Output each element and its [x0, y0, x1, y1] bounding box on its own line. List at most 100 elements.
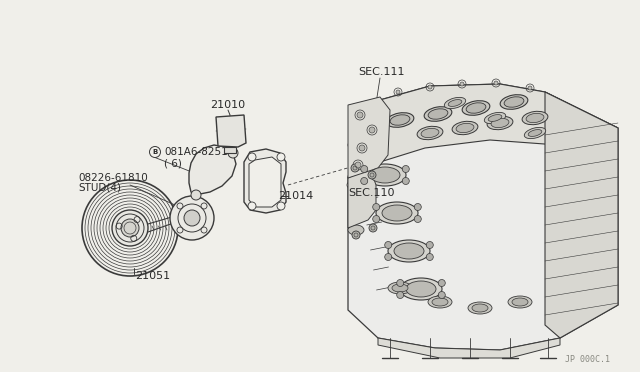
- Circle shape: [372, 215, 380, 222]
- Circle shape: [191, 190, 201, 200]
- Circle shape: [397, 292, 404, 298]
- Text: STUD(4): STUD(4): [78, 183, 121, 193]
- Ellipse shape: [350, 115, 366, 125]
- Ellipse shape: [488, 115, 502, 121]
- Circle shape: [248, 153, 256, 161]
- Ellipse shape: [390, 115, 410, 125]
- Ellipse shape: [376, 202, 418, 224]
- Ellipse shape: [466, 103, 486, 113]
- Ellipse shape: [424, 107, 452, 121]
- Ellipse shape: [348, 140, 364, 150]
- Circle shape: [361, 177, 368, 185]
- Ellipse shape: [392, 284, 408, 292]
- Circle shape: [369, 127, 375, 133]
- Circle shape: [228, 148, 238, 158]
- Text: JP 000C.1: JP 000C.1: [565, 356, 610, 365]
- Circle shape: [361, 166, 368, 173]
- Text: 21051: 21051: [135, 271, 170, 281]
- Polygon shape: [348, 84, 618, 350]
- Polygon shape: [545, 92, 618, 338]
- Circle shape: [351, 164, 359, 172]
- Text: B: B: [152, 149, 157, 155]
- Text: 21014: 21014: [278, 191, 313, 201]
- Circle shape: [170, 196, 214, 240]
- Circle shape: [184, 210, 200, 226]
- Ellipse shape: [512, 298, 528, 306]
- Ellipse shape: [528, 129, 542, 137]
- Ellipse shape: [504, 97, 524, 107]
- Circle shape: [494, 81, 498, 85]
- Circle shape: [460, 82, 464, 86]
- Circle shape: [355, 162, 361, 168]
- Ellipse shape: [400, 278, 442, 300]
- Ellipse shape: [406, 281, 436, 297]
- Circle shape: [396, 90, 400, 94]
- Circle shape: [359, 145, 365, 151]
- Circle shape: [426, 241, 433, 248]
- Circle shape: [357, 112, 363, 118]
- Circle shape: [438, 279, 445, 286]
- Ellipse shape: [462, 101, 490, 115]
- Ellipse shape: [417, 126, 443, 140]
- Ellipse shape: [487, 116, 513, 130]
- Circle shape: [414, 203, 421, 211]
- Text: 21010: 21010: [211, 100, 246, 110]
- Text: SEC.111: SEC.111: [358, 67, 404, 77]
- Ellipse shape: [432, 298, 448, 306]
- Circle shape: [426, 253, 433, 260]
- Polygon shape: [348, 168, 376, 228]
- Ellipse shape: [421, 128, 439, 138]
- Polygon shape: [348, 97, 390, 178]
- Circle shape: [368, 171, 376, 179]
- Polygon shape: [216, 115, 246, 147]
- Circle shape: [528, 86, 532, 90]
- Circle shape: [385, 253, 392, 260]
- Ellipse shape: [484, 112, 506, 124]
- Ellipse shape: [382, 205, 412, 221]
- Ellipse shape: [347, 180, 363, 190]
- Ellipse shape: [388, 240, 430, 262]
- Circle shape: [248, 202, 256, 210]
- Polygon shape: [244, 149, 286, 213]
- Ellipse shape: [444, 97, 466, 109]
- Text: ( 6): ( 6): [164, 158, 182, 168]
- Circle shape: [369, 224, 377, 232]
- Ellipse shape: [394, 243, 424, 259]
- Polygon shape: [224, 147, 236, 153]
- Ellipse shape: [428, 296, 452, 308]
- Circle shape: [112, 210, 148, 246]
- Ellipse shape: [472, 304, 488, 312]
- Ellipse shape: [448, 100, 462, 106]
- Polygon shape: [189, 145, 236, 195]
- Ellipse shape: [348, 225, 364, 235]
- Ellipse shape: [370, 167, 400, 183]
- Polygon shape: [249, 157, 281, 207]
- Ellipse shape: [522, 111, 548, 125]
- Circle shape: [414, 215, 421, 222]
- Circle shape: [121, 219, 139, 237]
- Ellipse shape: [428, 109, 448, 119]
- Circle shape: [403, 177, 410, 185]
- Polygon shape: [348, 84, 618, 178]
- Circle shape: [397, 279, 404, 286]
- Circle shape: [438, 292, 445, 298]
- Text: 081A6-8251A: 081A6-8251A: [164, 147, 235, 157]
- Text: SEC.110: SEC.110: [348, 188, 394, 198]
- Circle shape: [277, 153, 285, 161]
- Ellipse shape: [508, 296, 532, 308]
- Circle shape: [352, 231, 360, 239]
- Ellipse shape: [526, 113, 544, 123]
- Ellipse shape: [386, 113, 414, 127]
- Ellipse shape: [388, 282, 412, 294]
- Circle shape: [403, 166, 410, 173]
- Ellipse shape: [524, 127, 546, 139]
- Circle shape: [372, 203, 380, 211]
- Ellipse shape: [491, 118, 509, 128]
- Circle shape: [385, 241, 392, 248]
- Circle shape: [428, 85, 432, 89]
- Ellipse shape: [500, 95, 528, 109]
- Ellipse shape: [468, 302, 492, 314]
- Circle shape: [277, 202, 285, 210]
- Text: 08226-61810: 08226-61810: [78, 173, 148, 183]
- Ellipse shape: [364, 164, 406, 186]
